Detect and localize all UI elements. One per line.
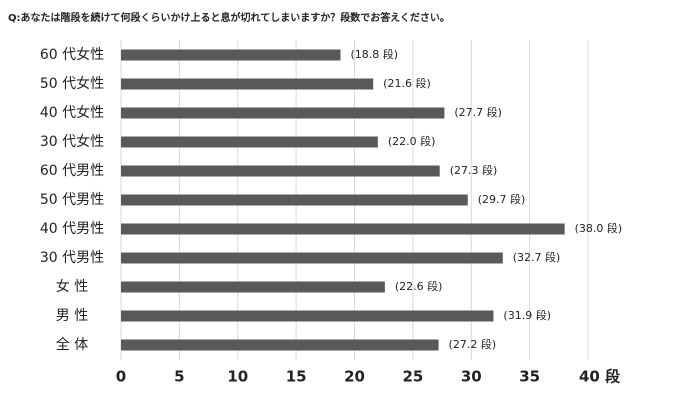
x-tick-label: 35 (519, 368, 540, 386)
y-tick-label: 30 代男性 (40, 250, 104, 266)
x-tick-label: 0 (116, 368, 126, 386)
y-tick-label: 60 代男性 (40, 163, 104, 179)
bar (121, 49, 341, 61)
y-tick-label: 50 代女性 (40, 75, 104, 92)
bar (121, 136, 378, 148)
bar (121, 78, 374, 90)
value-label: (22.0 段) (388, 134, 436, 148)
x-tick-label: 30 (461, 368, 482, 386)
bar (121, 339, 439, 351)
x-tick-label: 10 (227, 368, 248, 386)
bar (121, 194, 468, 206)
value-label: (22.6 段) (395, 279, 443, 293)
value-label: (18.8 段) (350, 47, 398, 61)
y-tick-label: 40 代男性 (40, 221, 104, 237)
bar (121, 252, 503, 264)
bar (121, 223, 565, 235)
x-tick-label: 40 段 (579, 368, 620, 386)
x-tick-label: 15 (286, 368, 307, 386)
x-tick-label: 20 (344, 368, 365, 386)
value-label: (31.9 段) (503, 308, 551, 322)
x-tick-label: 5 (174, 368, 184, 386)
bar (121, 165, 440, 177)
y-tick-label: 60 代女性 (40, 46, 104, 63)
y-tick-label: 全 体 (56, 336, 88, 353)
y-tick-label: 男 性 (56, 308, 88, 324)
x-tick-label: 25 (402, 368, 423, 386)
value-label: (27.7 段) (454, 105, 502, 119)
value-label: (29.7 段) (478, 192, 526, 206)
bar (121, 310, 494, 322)
chart-title: Q:あなたは階段を続けて何段くらいかけ上ると息が切れてしまいますか？段数でお答え… (8, 11, 450, 24)
value-label: (27.2 段) (449, 337, 497, 351)
value-label: (21.6 段) (383, 76, 431, 90)
value-label: (27.3 段) (450, 163, 498, 177)
y-tick-label: 女 性 (56, 278, 88, 295)
value-label: (32.7 段) (513, 250, 561, 264)
y-tick-label: 50 代男性 (40, 192, 104, 208)
bar (121, 281, 385, 293)
value-label: (38.0 段) (575, 221, 623, 235)
bar (121, 107, 445, 119)
y-tick-label: 40 代女性 (40, 104, 104, 121)
y-tick-label: 30 代女性 (40, 133, 104, 150)
